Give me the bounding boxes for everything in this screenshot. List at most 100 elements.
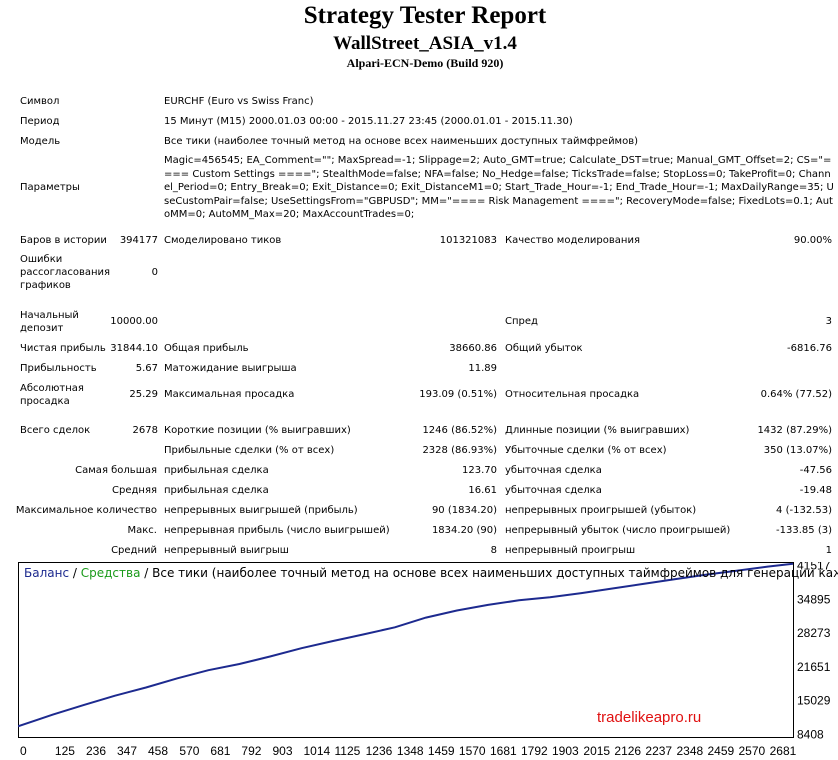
params-value: Magic=456545; EA_Comment=""; MaxSpread=-… [164,155,834,221]
rel-dd-label: Относительная просадка [505,389,640,400]
y-axis: 8408 15029 21651 28273 34895 41517 [797,562,831,741]
x-tick-label: 1348 [397,744,424,758]
profit-trades-value: 2328 (86.93%) [422,445,497,456]
x-tick-label: 792 [241,744,261,758]
max-dd-label: Максимальная просадка [164,389,295,400]
ticks-value: 101321083 [439,235,497,246]
errors-label-2: рассогласования [20,267,111,278]
x-tick-label: 681 [210,744,230,758]
balance-chart: 0 125 236 347 458 570 681 792 903 1014 1125 1236 134… [18,562,831,758]
x-tick-label: 1125 [335,744,361,758]
max-cons-profit-value: 1834.20 (90) [431,525,497,536]
avg-cons-wins-value: 8 [490,545,497,556]
largest-loss-label: убыточная сделка [505,465,602,476]
max-cons-profit-label: непрерывная прибыль (число выигрышей) [164,525,390,536]
balance-line [18,562,794,728]
largest-profit-value: 123.70 [462,465,497,476]
average-profit-value: 16.61 [468,485,497,496]
quality-value: 90.00% [793,235,832,246]
x-tick-label: 2348 [677,744,704,758]
net-profit-value: 31844.10 [110,343,158,354]
symbol-value: EURCHF (Euro vs Swiss Franc) [164,96,314,107]
net-profit-label: Чистая прибыль [20,343,106,354]
largest-loss-value: -47.56 [799,465,832,476]
gross-profit-label: Общая прибыль [164,343,249,354]
x-tick-label: 236 [86,744,106,758]
spread-value: 3 [825,316,832,327]
max-cons-loss-value: -133.85 (3) [776,525,832,536]
largest-label: Самая большая [75,465,157,476]
profit-factor-label: Прибыльность [20,363,97,374]
params-label: Параметры [20,182,80,193]
x-tick-label: 903 [273,744,293,758]
avg-label: Средний [111,545,157,556]
gross-loss-label: Общий убыток [505,343,583,354]
max-dd-value: 193.09 (0.51%) [419,389,497,400]
x-tick-label: 1014 [304,744,331,758]
errors-label-3: графиков [20,280,71,291]
avg-cons-losses-label: непрерывный проигрыш [505,545,636,556]
deposit-label-1: Начальный [20,310,79,321]
bars-label: Баров в истории [20,235,107,246]
long-value: 1432 (87.29%) [757,425,832,436]
x-tick-label: 2570 [739,744,766,758]
model-value: Все тики (наиболее точный метод на основ… [164,136,639,147]
y-tick-label: 21651 [797,660,831,674]
server-build: Alpari-ECN-Demo (Build 920) [346,56,504,70]
x-tick-label: 0 [20,744,27,758]
expected-payoff-value: 11.89 [468,363,497,374]
y-tick-label: 8408 [797,727,824,741]
abs-dd-label-1: Абсолютная [20,383,84,394]
x-tick-label: 2126 [614,744,641,758]
y-tick-label: 15029 [797,694,831,708]
abs-dd-value: 25.29 [129,389,158,400]
x-tick-label: 2237 [645,744,672,758]
loss-trades-value: 350 (13.07%) [763,445,832,456]
deposit-label-2: депозит [20,323,64,334]
quality-label: Качество моделирования [505,235,640,246]
avg-cons-losses-value: 1 [825,545,832,556]
avg-cons-wins-label: непрерывный выигрыш [164,545,289,556]
average-loss-label: убыточная сделка [505,485,602,496]
x-tick-label: 347 [117,744,137,758]
short-label: Короткие позиции (% выигравших) [164,425,351,436]
profit-trades-label: Прибыльные сделки (% от всех) [164,445,335,456]
period-value: 15 Минут (M15) 2000.01.03 00:00 - 2015.1… [164,116,573,127]
total-trades-label: Всего сделок [20,425,91,436]
abs-dd-label-2: просадка [20,396,70,407]
x-tick-label: 1459 [428,744,455,758]
model-label: Модель [20,136,61,147]
legend-sep: / [69,566,81,580]
deposit-value: 10000.00 [110,316,158,327]
max-cons-loss-label: непрерывный убыток (число проигрышей) [505,525,731,536]
ticks-label: Смоделировано тиков [164,235,282,246]
chart-legend: Баланс / Средства / Все тики (наиболее т… [24,566,838,580]
errors-value: 0 [151,267,158,278]
x-tick-label: 1681 [490,744,517,758]
average-label: Средняя [112,485,157,496]
max-count-label: Максимальное количество [15,505,157,516]
max-cons-wins-value: 90 (1834.20) [431,505,497,516]
long-label: Длинные позиции (% выигравших) [505,425,690,436]
average-loss-value: -19.48 [799,485,832,496]
x-tick-label: 570 [179,744,199,758]
y-tick-label: 41517 [797,562,831,573]
total-trades-value: 2678 [132,425,158,436]
x-tick-label: 1903 [552,744,579,758]
report-title: Strategy Tester Report [303,2,547,29]
bars-value: 394177 [119,235,158,246]
max-cons-losses-label: непрерывных проигрышей (убыток) [505,505,697,516]
short-value: 1246 (86.52%) [422,425,497,436]
x-axis: 0 125 236 347 458 570 681 792 903 1014 1125 1236 134… [20,744,797,758]
loss-trades-label: Убыточные сделки (% от всех) [505,445,667,456]
legend-model: / Все тики (наиболее точный метод на осн… [140,566,838,580]
x-tick-label: 1570 [459,744,486,758]
y-tick-label: 34895 [797,592,831,606]
watermark: tradelikeapro.ru [597,709,702,726]
x-tick-label: 2681 [770,744,797,758]
max-cons-losses-value: 4 (-132.53) [776,505,832,516]
x-tick-label: 2459 [708,744,735,758]
expert-name: WallStreet_ASIA_v1.4 [333,33,517,54]
max-label: Макс. [127,525,157,536]
rel-dd-value: 0.64% (77.52) [760,389,832,400]
